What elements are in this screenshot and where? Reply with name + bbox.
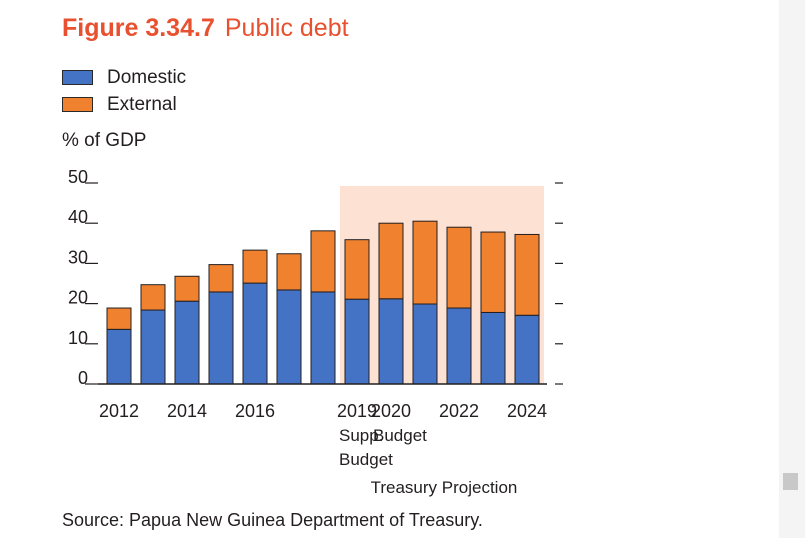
projection-label: Treasury Projection — [371, 478, 518, 497]
y-tick-label-30: 30 — [68, 247, 88, 267]
x-tick-label-7-1: Supp. — [339, 426, 383, 445]
bar-domestic-2023 — [480, 311, 506, 385]
bar-domestic-2015 — [208, 291, 234, 385]
bar-external-2020 — [378, 222, 404, 300]
bar-external-2012 — [106, 307, 132, 330]
x-tick-label-0-0: 2012 — [99, 401, 139, 421]
y-axis-unit-label: % of GDP — [62, 130, 147, 151]
bar-domestic-2012 — [106, 328, 132, 385]
x-tick-label-4-0: 2016 — [235, 401, 275, 421]
bar-external-2024 — [514, 233, 540, 316]
bar-domestic-2020 — [378, 298, 404, 385]
x-tick-label-8-1: Budget — [373, 426, 427, 445]
legend-label-domestic: Domestic — [107, 66, 187, 88]
source-note: Source: Papua New Guinea Department of T… — [62, 510, 483, 530]
x-tick-label-10-0: 2022 — [439, 401, 479, 421]
y-tick-label-20: 20 — [68, 288, 88, 308]
chart-title: Figure 3.34.7 Public debt — [62, 14, 349, 43]
x-tick-label-7-2: Budget — [339, 450, 393, 469]
x-tick-label-8-0: 2020 — [371, 401, 411, 421]
bar-domestic-2021 — [412, 303, 438, 385]
y-tick-label-50: 50 — [68, 167, 88, 187]
legend-swatch-external — [62, 97, 93, 112]
bar-domestic-2013 — [140, 309, 166, 385]
bar-external-2022 — [446, 226, 472, 309]
legend: Domestic External — [62, 64, 186, 118]
x-tick-label-12-0: 2024 — [507, 401, 547, 421]
bar-external-2023 — [480, 231, 506, 313]
scrollbar-thumb[interactable] — [783, 473, 798, 490]
bar-domestic-2014 — [174, 300, 200, 385]
bar-external-2019 — [344, 239, 370, 300]
y-tick-label-40: 40 — [68, 207, 88, 227]
bar-domestic-2024 — [514, 314, 540, 385]
bar-external-2015 — [208, 264, 234, 293]
bar-domestic-2016 — [242, 282, 268, 385]
bar-external-2017 — [276, 253, 302, 291]
bar-external-2016 — [242, 249, 268, 284]
figure-number: Figure 3.34.7 — [62, 14, 215, 42]
figure-title: Public debt — [224, 14, 349, 42]
x-tick-label-2-0: 2014 — [167, 401, 207, 421]
bar-external-2018 — [310, 230, 336, 293]
x-tick-label-7-0: 2019 — [337, 401, 377, 421]
legend-swatch-domestic — [62, 70, 93, 85]
bar-domestic-2018 — [310, 291, 336, 385]
bar-external-2021 — [412, 220, 438, 305]
legend-item-domestic: Domestic — [62, 64, 186, 91]
bar-domestic-2022 — [446, 307, 472, 385]
legend-label-external: External — [107, 93, 177, 115]
projection-shading — [340, 186, 544, 384]
legend-item-external: External — [62, 91, 186, 118]
bar-external-2014 — [174, 275, 200, 302]
bar-domestic-2019 — [344, 298, 370, 385]
y-tick-label-0: 0 — [78, 368, 88, 388]
scrollbar-track[interactable] — [779, 0, 805, 538]
bar-external-2013 — [140, 284, 166, 311]
bar-domestic-2017 — [276, 289, 302, 385]
y-tick-label-10: 10 — [68, 328, 88, 348]
